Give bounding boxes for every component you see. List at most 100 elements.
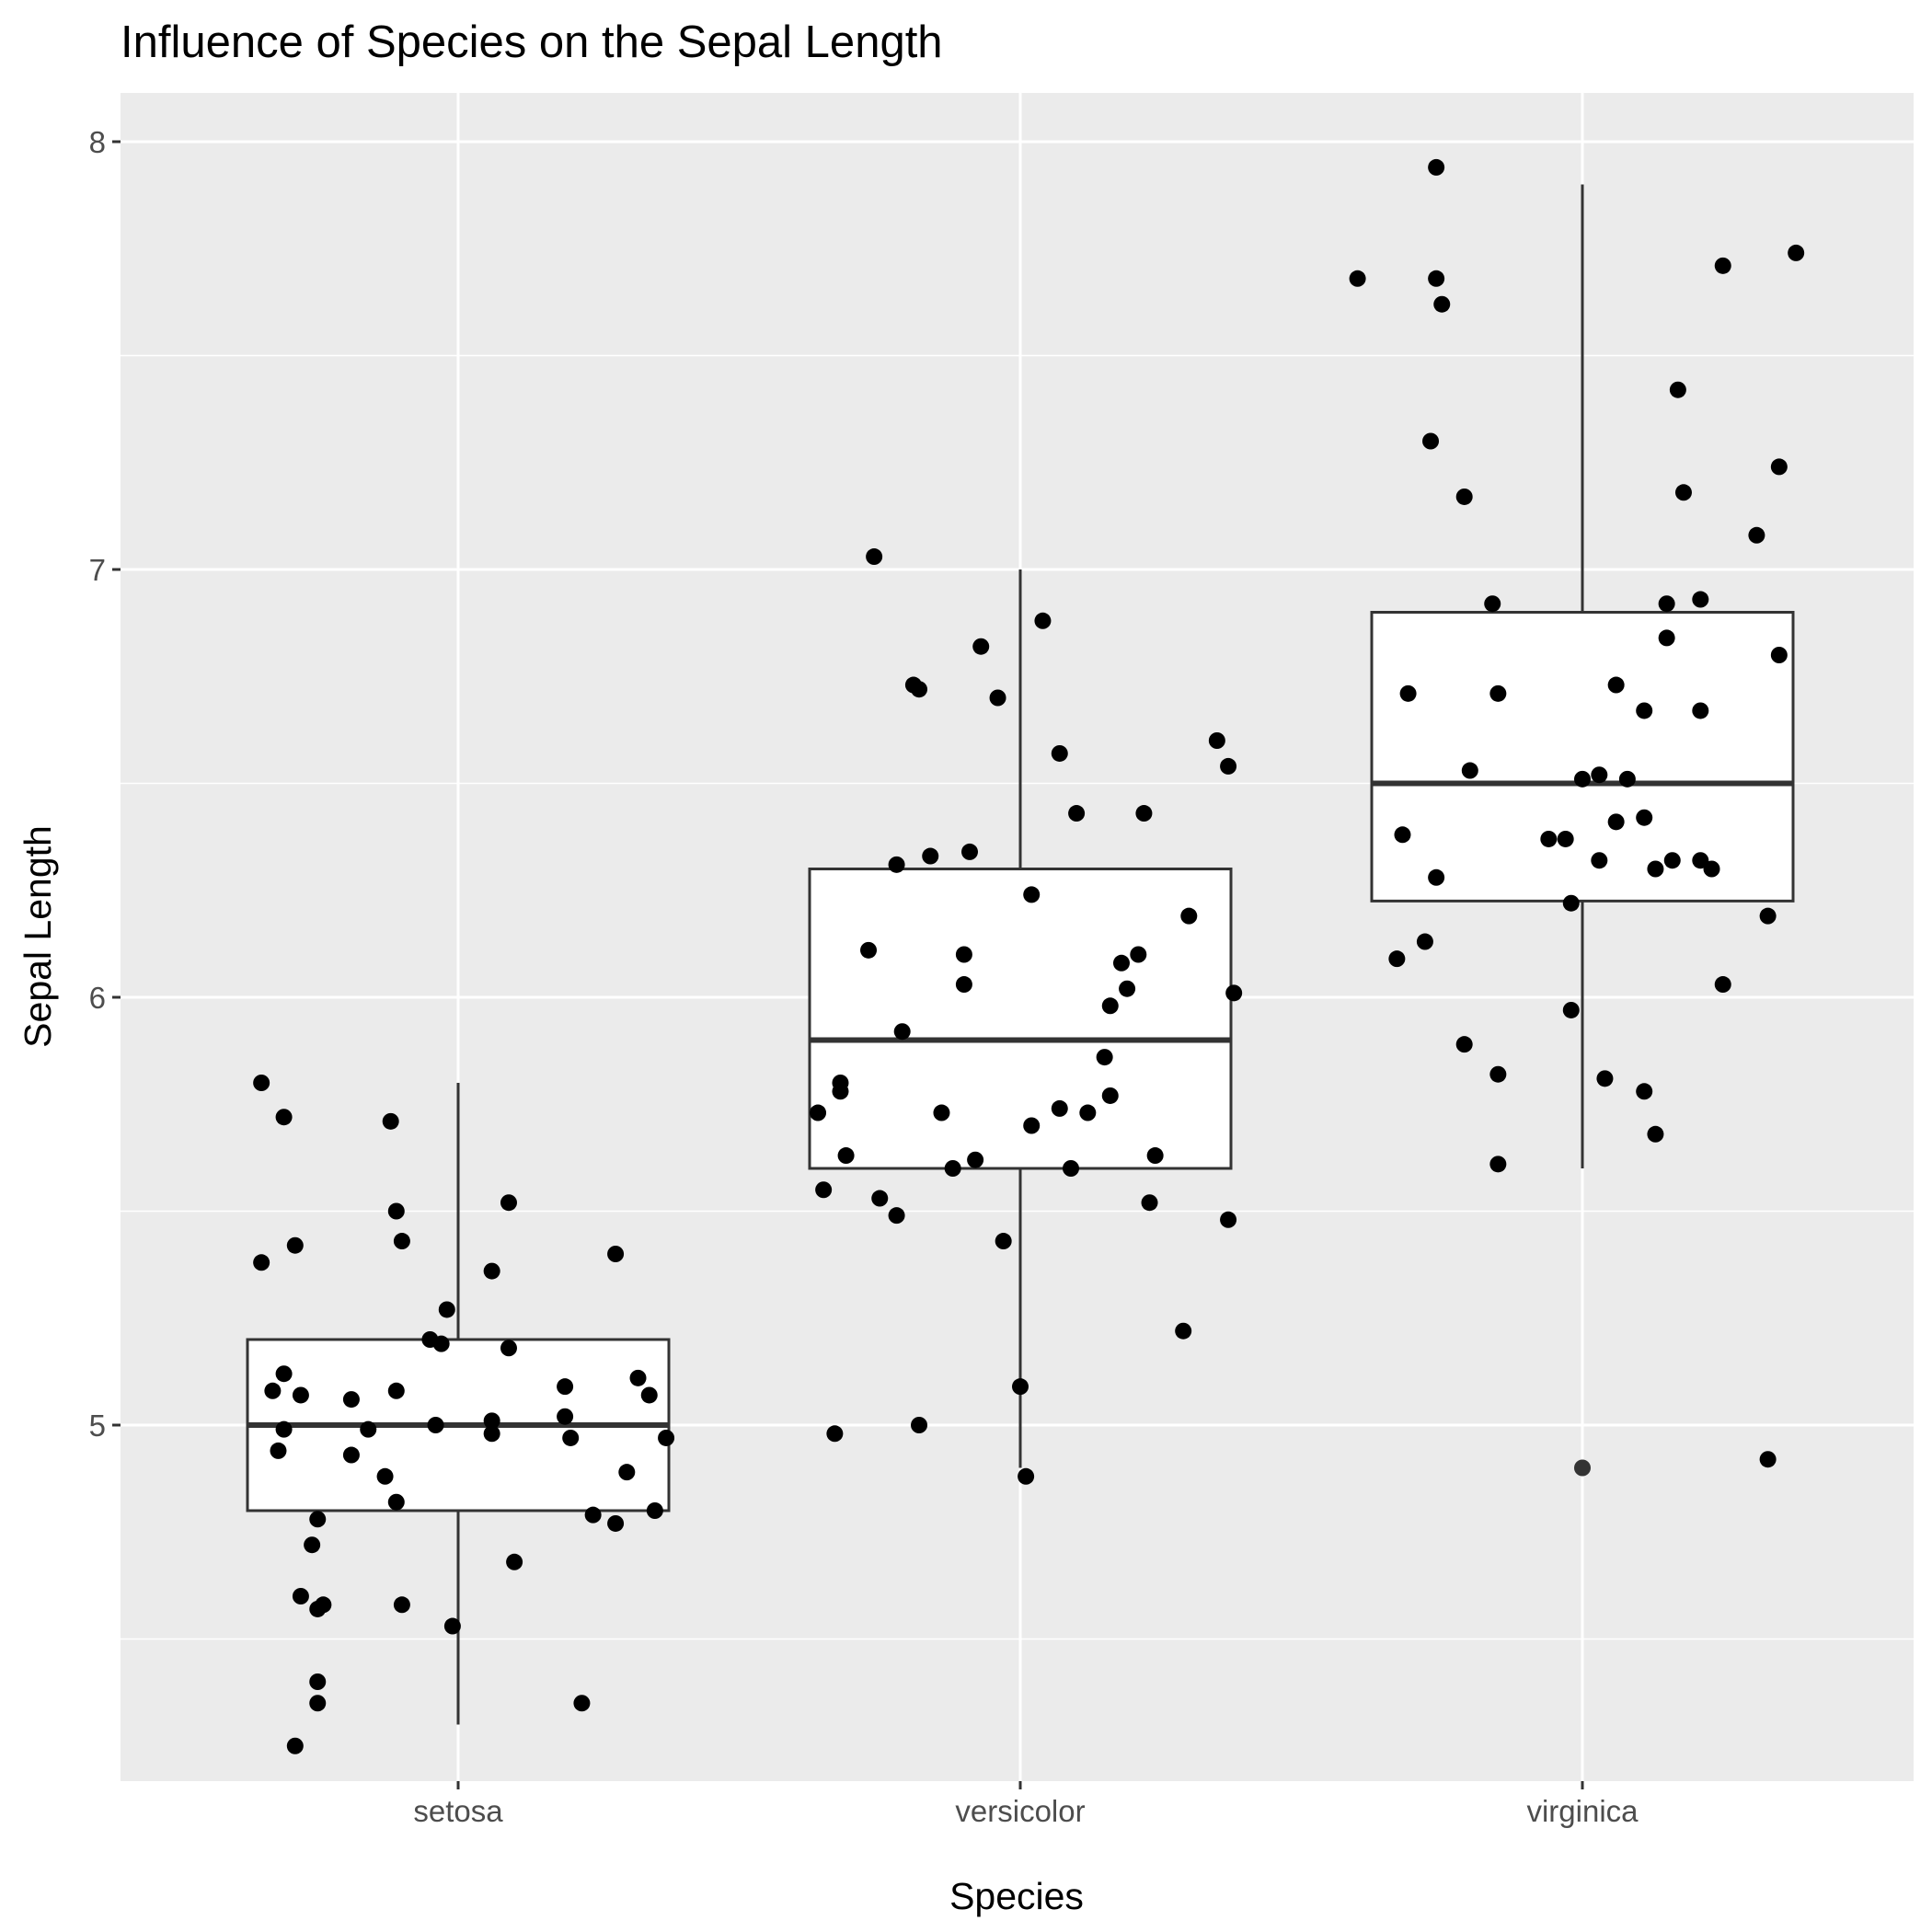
data-point <box>871 1190 889 1207</box>
data-point <box>1770 458 1788 476</box>
x-tick-label-setosa: setosa <box>413 1794 503 1828</box>
data-point <box>1759 907 1777 925</box>
data-point <box>1692 591 1709 608</box>
data-point <box>1051 744 1068 762</box>
data-point <box>1562 1001 1580 1018</box>
y-axis-ticks: 5 6 7 8 <box>89 125 121 1443</box>
data-point <box>309 1673 327 1690</box>
data-point <box>837 1147 855 1165</box>
data-point <box>253 1075 270 1091</box>
data-point <box>1101 1087 1119 1104</box>
data-point <box>658 1429 675 1446</box>
data-point <box>888 1207 905 1225</box>
data-point <box>309 1511 327 1528</box>
data-point <box>387 1382 405 1399</box>
data-point <box>573 1695 591 1712</box>
data-point <box>1455 1036 1473 1053</box>
data-point <box>1349 270 1366 287</box>
chart-title: Influence of Species on the Sepal Length <box>121 17 943 67</box>
data-point <box>562 1429 580 1446</box>
data-point <box>866 548 883 566</box>
data-point <box>1714 976 1731 994</box>
data-point <box>860 941 878 959</box>
data-point <box>1692 852 1709 869</box>
data-point <box>1388 950 1406 968</box>
data-point <box>309 1600 327 1617</box>
data-point <box>1428 158 1445 176</box>
data-point <box>1658 595 1675 613</box>
data-point <box>1574 770 1591 788</box>
box-iqr <box>1370 611 1795 903</box>
data-point <box>629 1369 647 1386</box>
data-point <box>893 1023 911 1041</box>
data-point <box>342 1391 360 1409</box>
data-point <box>304 1536 321 1554</box>
box-iqr <box>808 868 1233 1170</box>
data-point <box>387 1202 405 1220</box>
data-point <box>483 1262 500 1280</box>
y-tick-label: 7 <box>89 553 106 587</box>
data-point <box>1484 595 1501 613</box>
box-versicolor <box>808 569 1233 1468</box>
data-point <box>1591 852 1608 869</box>
y-tick-label: 5 <box>89 1409 106 1443</box>
data-point <box>376 1467 394 1485</box>
data-point <box>275 1109 293 1126</box>
data-point <box>989 689 1006 707</box>
data-point <box>961 843 979 860</box>
data-point <box>1225 984 1243 1002</box>
data-point <box>1068 805 1086 822</box>
data-point <box>1422 432 1440 450</box>
data-point <box>1012 1378 1029 1396</box>
data-point <box>1788 244 1805 261</box>
data-point <box>1146 1147 1164 1165</box>
data-point <box>382 1112 399 1130</box>
data-point <box>292 1588 309 1604</box>
data-point <box>1692 702 1709 719</box>
data-point <box>264 1382 282 1399</box>
data-point <box>360 1420 377 1438</box>
data-point <box>1112 954 1130 972</box>
data-point <box>607 1246 625 1262</box>
data-point <box>1703 860 1720 878</box>
data-point <box>944 1160 961 1177</box>
data-point <box>955 976 972 994</box>
data-point <box>275 1420 293 1438</box>
data-point <box>1636 809 1653 826</box>
x-axis-title: Species <box>949 1875 1084 1917</box>
boxes <box>246 184 1795 1725</box>
data-point <box>1220 1211 1237 1228</box>
data-point <box>387 1493 405 1511</box>
data-point <box>1119 980 1136 997</box>
data-point <box>1428 270 1445 287</box>
data-point <box>342 1446 360 1464</box>
data-point <box>972 638 990 655</box>
data-point <box>1034 612 1052 629</box>
data-point <box>1714 257 1731 274</box>
data-point <box>1180 907 1198 925</box>
data-point <box>557 1378 574 1396</box>
data-point <box>1416 933 1433 950</box>
data-point <box>815 1181 833 1199</box>
data-point <box>1540 830 1558 847</box>
data-point <box>1669 381 1686 398</box>
y-tick-label: 8 <box>89 125 106 159</box>
data-point <box>911 681 928 698</box>
data-point <box>967 1151 984 1168</box>
y-tick-label: 6 <box>89 981 106 1015</box>
data-point <box>393 1596 410 1614</box>
data-point <box>500 1194 517 1212</box>
data-point <box>483 1425 500 1443</box>
x-axis-ticks: setosa versicolor virginica <box>413 1781 1639 1828</box>
data-point <box>1096 1049 1113 1066</box>
x-tick-label-versicolor: versicolor <box>955 1794 1085 1828</box>
data-point <box>640 1386 658 1404</box>
data-point <box>438 1301 455 1318</box>
data-point <box>832 1083 849 1100</box>
data-point <box>933 1104 950 1121</box>
data-point <box>1658 629 1675 647</box>
data-point <box>309 1695 327 1712</box>
data-point <box>1647 860 1664 878</box>
data-point <box>1647 1125 1664 1143</box>
